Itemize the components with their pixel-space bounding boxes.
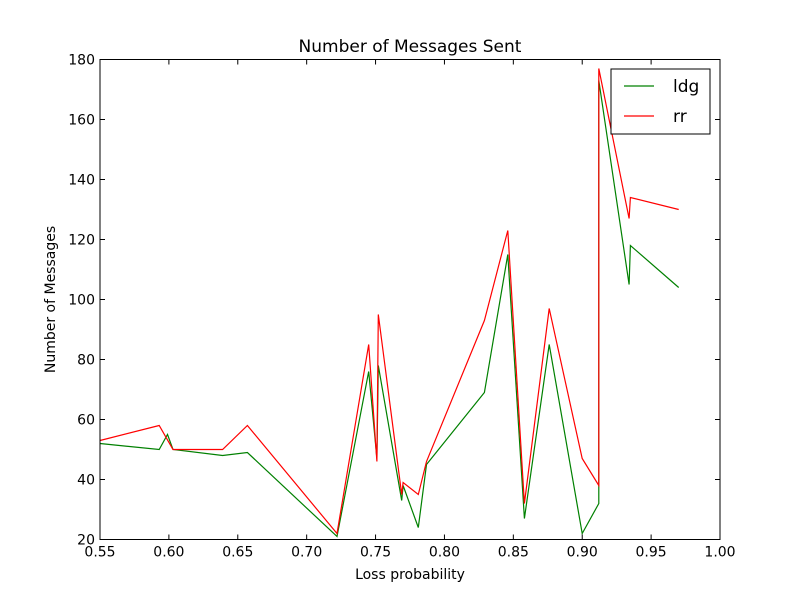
y-tick-label: 20 [77,533,95,549]
y-tick-label: 60 [77,413,95,429]
y-tick-label: 80 [77,353,95,369]
x-tick-label: 1.00 [704,545,735,561]
x-tick-label: 0.95 [636,545,667,561]
y-axis-label: Number of Messages [43,226,59,373]
x-tick-label: 0.55 [84,545,115,561]
y-tick-label: 140 [68,173,95,189]
y-tick-label: 160 [68,113,95,129]
y-tick-label: 120 [68,233,95,249]
y-tick-label: 180 [68,53,95,69]
chart-title: Number of Messages Sent [299,37,522,57]
legend-label-ldg: ldg [673,77,699,97]
legend-frame [610,68,711,135]
series-line-rr [99,68,679,535]
x-axis-label: Loss probability [355,567,465,583]
x-tick-label: 0.65 [222,545,253,561]
series-layer [99,68,680,538]
x-tick-label: 0.80 [429,545,460,561]
series-line-ldg [99,80,680,538]
x-tick-label: 0.60 [153,545,184,561]
ticks-layer: 0.55 0.60 0.65 0.70 0.75 0.80 0.85 0.90 0.95 1.00… [68,53,735,561]
legend-label-rr: rr [673,107,687,127]
legend: ldg rr [610,68,711,135]
x-tick-label: 0.85 [498,545,529,561]
x-tick-label: 0.90 [567,545,598,561]
x-tick-label: 0.75 [360,545,391,561]
y-tick-label: 100 [68,293,95,309]
x-tick-label: 0.70 [291,545,322,561]
y-tick-label: 40 [77,473,95,489]
